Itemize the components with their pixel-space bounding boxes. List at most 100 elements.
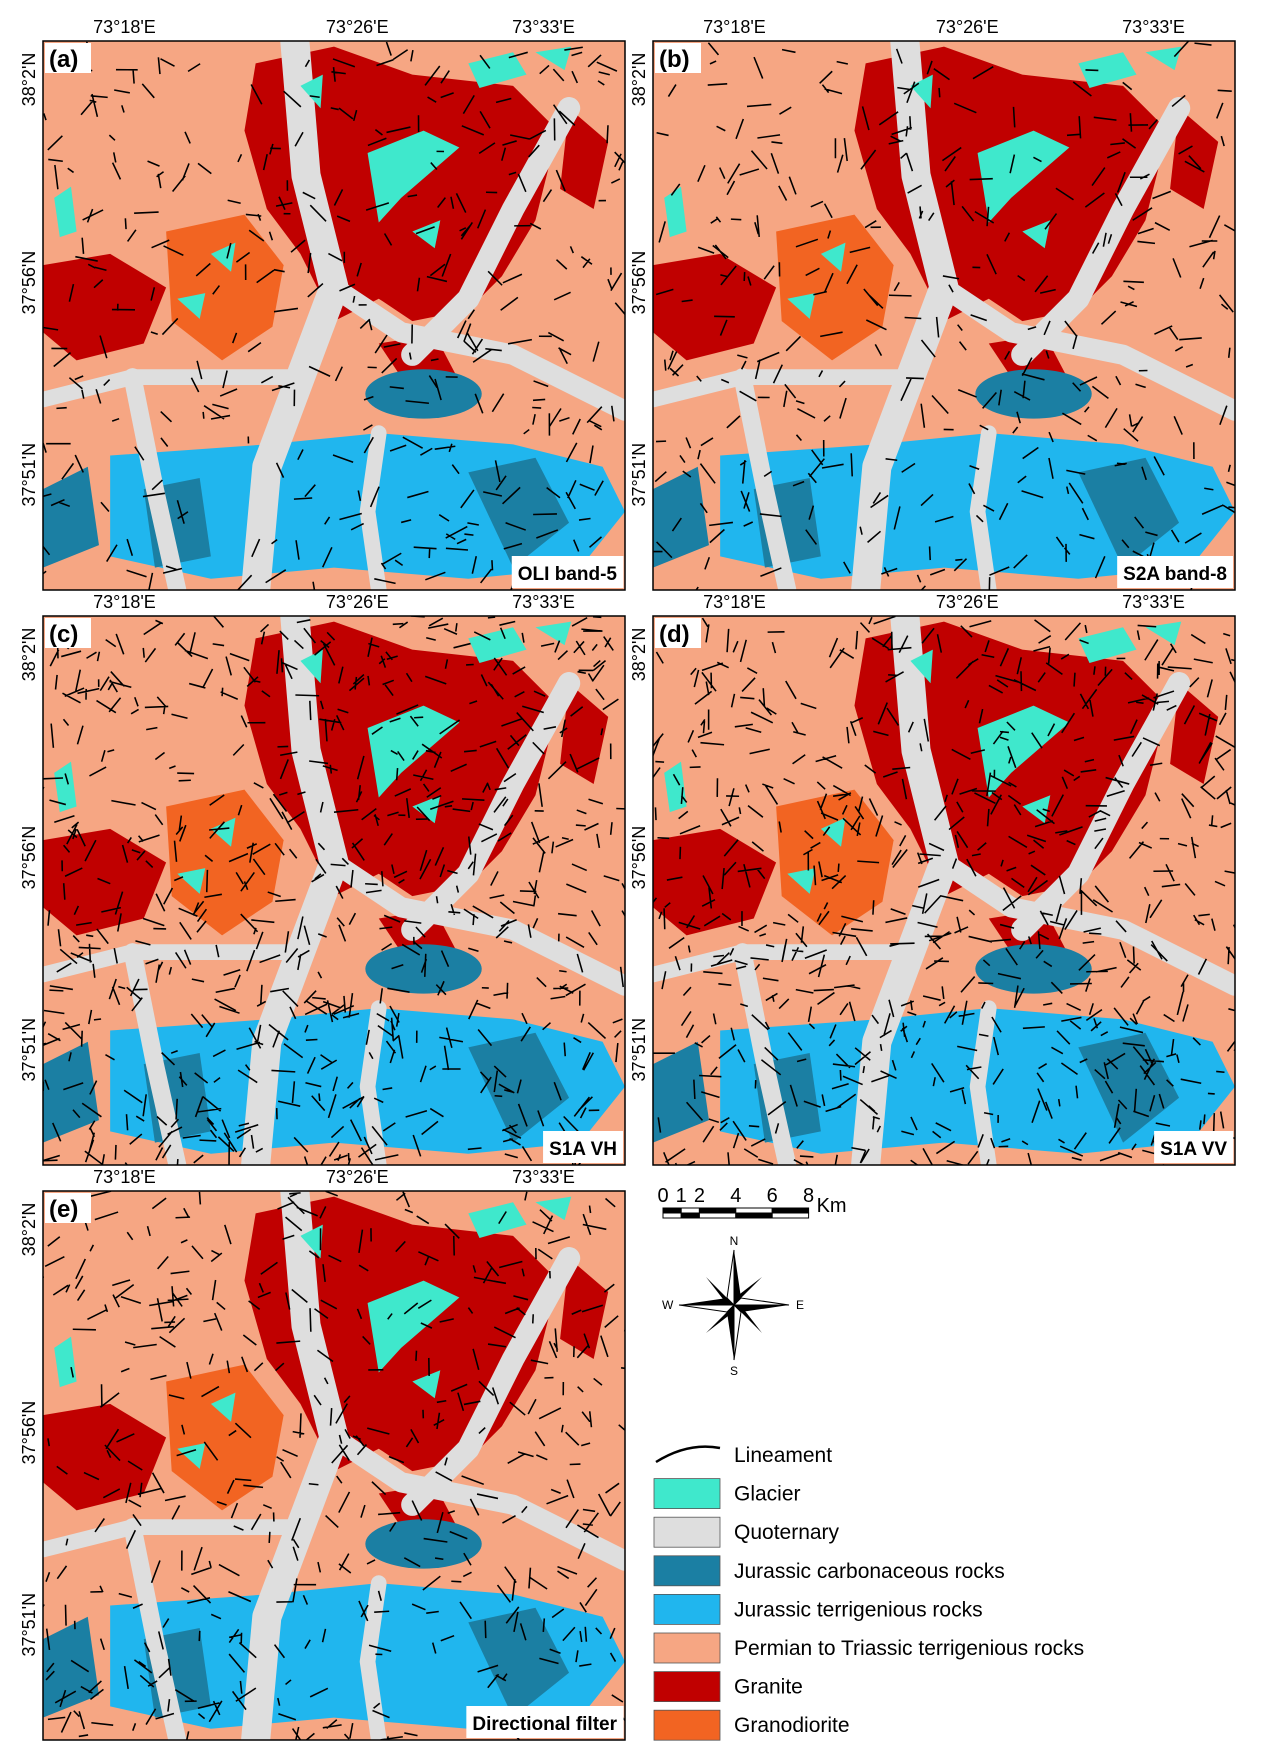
compass-point <box>726 1249 735 1307</box>
caption-box <box>1154 1131 1234 1163</box>
compass-point <box>734 1305 789 1312</box>
scale-label: 1 <box>676 1185 687 1207</box>
panel-caption: OLI band-5 <box>518 564 618 585</box>
y-coord-label: 37°51'N <box>19 1593 39 1657</box>
caption-box <box>466 1706 624 1738</box>
legend-label: Jurassic carbonaceous rocks <box>734 1560 1005 1583</box>
scale-segment <box>698 1212 737 1219</box>
scale-segment <box>662 1207 682 1214</box>
y-coord-label: 37°56'N <box>629 826 649 890</box>
map-furniture: N S E W 0 1 2 4 6 8 Km Lineament Glacier Quoterna… <box>653 1185 1084 1741</box>
scale-label: 2 <box>694 1185 705 1207</box>
compass-point <box>679 1298 734 1305</box>
geology <box>43 616 625 1165</box>
map <box>43 616 625 1165</box>
legend-swatch <box>653 1516 721 1548</box>
x-coord-label: 73°26'E <box>326 17 389 37</box>
compass-point <box>734 1305 762 1333</box>
y-coord-label: 38°2'N <box>19 1203 39 1257</box>
compass-label: N <box>730 1234 739 1248</box>
legend-label: Granite <box>734 1676 803 1699</box>
scale-segment <box>698 1207 737 1214</box>
compass-point <box>732 1297 790 1306</box>
lineaments <box>43 616 625 1165</box>
y-coord-label: 37°56'N <box>19 826 39 890</box>
map <box>653 616 1235 1165</box>
legend-swatch <box>653 1671 721 1702</box>
scale-bar: 0 1 2 4 6 8 Km <box>657 1185 847 1219</box>
scale-segment <box>735 1207 773 1214</box>
map-panel: 73°18'E 73°26'E 73°33'E 38°2'N 37°56'N 37°51'… <box>19 17 626 591</box>
scale-segment <box>735 1212 773 1219</box>
panel-label: (c) <box>49 621 78 648</box>
compass: N S E W <box>662 1234 804 1378</box>
compass-point <box>734 1277 762 1305</box>
compass-point <box>733 1303 742 1361</box>
x-coord-label: 73°33'E <box>512 592 575 612</box>
legend-label: Jurassic terrigenious rocks <box>734 1598 983 1621</box>
map-panel: 73°18'E 73°26'E 73°33'E 38°2'N 37°56'N 37°51'… <box>19 1167 626 1741</box>
label-box <box>45 1193 91 1223</box>
x-coord-label: 73°33'E <box>1122 17 1185 37</box>
y-coord-label: 37°51'N <box>629 443 649 507</box>
panel-border <box>42 40 626 591</box>
y-coord-label: 37°56'N <box>629 251 649 315</box>
x-coord-label: 73°18'E <box>93 1167 156 1187</box>
map <box>653 41 1235 590</box>
caption-box <box>1117 556 1233 588</box>
scale-label: 4 <box>730 1185 741 1207</box>
legend-swatch <box>653 1709 721 1741</box>
panel-label: (e) <box>49 1196 78 1223</box>
scale-segment <box>662 1212 682 1219</box>
y-coord-label: 37°56'N <box>19 1401 39 1465</box>
scale-label: 6 <box>767 1185 778 1207</box>
map-panel: 73°18'E 73°26'E 73°33'E 38°2'N 37°56'N 37°51'… <box>629 592 1236 1166</box>
map <box>43 41 625 590</box>
legend-label: Glacier <box>734 1483 801 1506</box>
legend-swatch <box>653 1632 721 1664</box>
scale-segment <box>771 1207 810 1214</box>
panel-caption: S2A band-8 <box>1123 564 1227 585</box>
x-coord-label: 73°26'E <box>326 1167 389 1187</box>
legend-line <box>655 1445 721 1464</box>
legend-label: Lineament <box>734 1444 832 1467</box>
x-coord-label: 73°26'E <box>326 592 389 612</box>
y-coord-label: 38°2'N <box>629 53 649 107</box>
label-box <box>655 43 701 73</box>
label-box <box>655 618 701 648</box>
panel-border <box>42 1190 626 1741</box>
panel-label: (b) <box>659 46 690 73</box>
panel-border <box>652 40 1236 591</box>
compass-point <box>706 1277 734 1305</box>
geology <box>653 41 1235 590</box>
panel-caption: S1A VH <box>549 1139 617 1160</box>
panel-border <box>42 615 626 1166</box>
x-coord-label: 73°33'E <box>512 1167 575 1187</box>
panel-border <box>652 615 1236 1166</box>
y-coord-label: 38°2'N <box>19 628 39 682</box>
legend-label: Quoternary <box>734 1521 840 1544</box>
scale-segment <box>680 1212 700 1219</box>
scale-unit: Km <box>817 1195 847 1217</box>
x-coord-label: 73°26'E <box>936 17 999 37</box>
x-coord-label: 73°18'E <box>93 592 156 612</box>
y-coord-label: 37°56'N <box>19 251 39 315</box>
compass-point <box>706 1305 734 1333</box>
y-coord-label: 37°51'N <box>19 443 39 507</box>
geology <box>43 1191 625 1740</box>
caption-box <box>543 1131 623 1163</box>
map-panel: 73°18'E 73°26'E 73°33'E 38°2'N 37°56'N 37°51'… <box>19 592 626 1166</box>
compass-point <box>727 1305 734 1360</box>
legend-label: Granodiorite <box>734 1714 850 1737</box>
x-coord-label: 73°18'E <box>703 592 766 612</box>
panel-label: (d) <box>659 621 690 648</box>
compass-point <box>734 1250 741 1305</box>
y-coord-label: 38°2'N <box>19 53 39 107</box>
compass-label: W <box>662 1298 674 1312</box>
legend-swatch <box>653 1594 721 1625</box>
legend: Lineament Glacier Quoternary Jurassic carbo… <box>653 1444 1084 1741</box>
map-panels: 73°18'E 73°26'E 73°33'E 38°2'N 37°56'N 37°51'… <box>19 17 1236 1741</box>
y-coord-label: 37°51'N <box>19 1018 39 1082</box>
legend-swatch <box>653 1555 721 1587</box>
